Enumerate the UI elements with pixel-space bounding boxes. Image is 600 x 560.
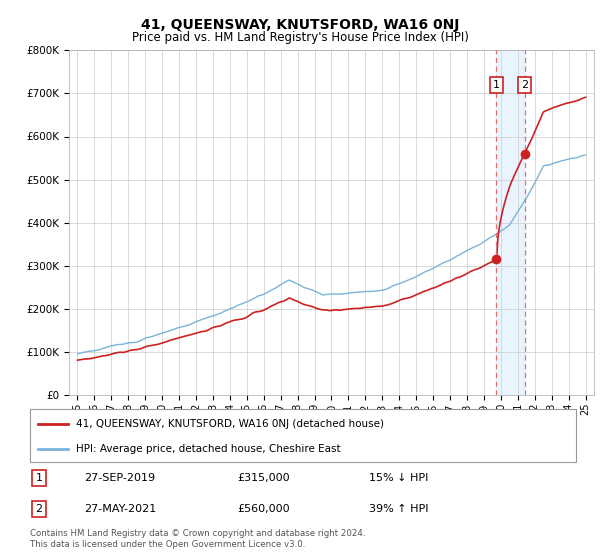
Text: HPI: Average price, detached house, Cheshire East: HPI: Average price, detached house, Ches… (76, 444, 341, 454)
Bar (496, 50, 525, 395)
Text: 1: 1 (35, 473, 43, 483)
Text: Price paid vs. HM Land Registry's House Price Index (HPI): Price paid vs. HM Land Registry's House … (131, 31, 469, 44)
Text: 41, QUEENSWAY, KNUTSFORD, WA16 0NJ (detached house): 41, QUEENSWAY, KNUTSFORD, WA16 0NJ (deta… (76, 419, 385, 429)
Text: 15% ↓ HPI: 15% ↓ HPI (368, 473, 428, 483)
Text: 2: 2 (521, 80, 528, 90)
Text: £315,000: £315,000 (238, 473, 290, 483)
Text: 41, QUEENSWAY, KNUTSFORD, WA16 0NJ: 41, QUEENSWAY, KNUTSFORD, WA16 0NJ (141, 18, 459, 32)
Text: 2: 2 (35, 504, 43, 514)
Text: 27-MAY-2021: 27-MAY-2021 (85, 504, 157, 514)
Text: 27-SEP-2019: 27-SEP-2019 (85, 473, 156, 483)
Text: Contains HM Land Registry data © Crown copyright and database right 2024.
This d: Contains HM Land Registry data © Crown c… (30, 529, 365, 549)
Text: 39% ↑ HPI: 39% ↑ HPI (368, 504, 428, 514)
Text: 1: 1 (493, 80, 500, 90)
FancyBboxPatch shape (30, 409, 576, 462)
Text: £560,000: £560,000 (238, 504, 290, 514)
